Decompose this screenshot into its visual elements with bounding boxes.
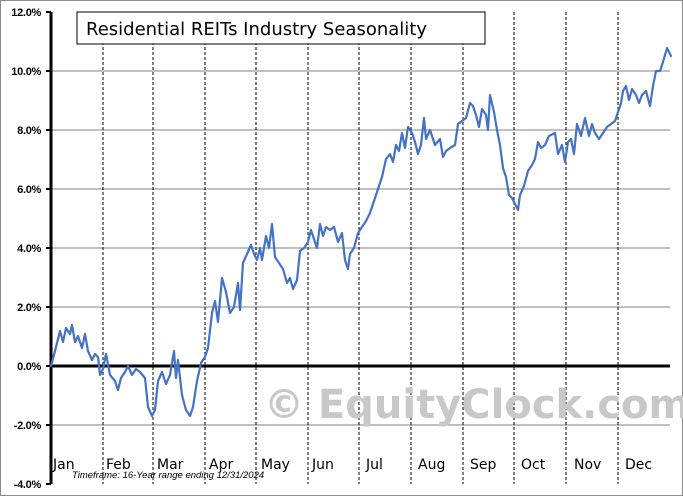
y-tick-label: 2.0% (17, 302, 41, 314)
timeframe-footnote: Timeframe: 16-Year range ending 12/31/20… (72, 470, 264, 481)
month-label: Jul (365, 457, 383, 473)
y-tick-label: -4.0% (14, 479, 42, 491)
month-label: Jun (311, 457, 334, 473)
chart-title-box: Residential REITs Industry Seasonality (76, 11, 486, 45)
y-axis: 12.0% 10.0% 8.0% 6.0% 4.0% 2.0% 0.0% -2.… (11, 7, 53, 491)
month-dividers (102, 12, 619, 484)
chart-title: Residential REITs Industry Seasonality (86, 19, 427, 40)
month-label: Mar (157, 457, 184, 473)
month-label: Apr (209, 457, 233, 473)
month-label: May (261, 457, 290, 473)
seasonality-line (49, 46, 673, 418)
watermark: © EquityClock.com (264, 382, 683, 428)
y-tick-label: 4.0% (17, 243, 41, 255)
month-label: Jan (52, 457, 75, 473)
y-tick-label: 10.0% (11, 66, 41, 78)
y-tick-label: 6.0% (17, 184, 41, 196)
y-tick-label: -2.0% (14, 420, 42, 432)
y-tick-label: 12.0% (11, 7, 41, 19)
month-label: Oct (521, 457, 546, 473)
x-axis-month-labels: Jan Feb Mar Apr May Jun Jul Aug Sep Oct … (52, 457, 652, 473)
month-label: Aug (418, 457, 445, 473)
month-label: Nov (574, 457, 601, 473)
month-label: Dec (625, 457, 652, 473)
y-tick-label: 0.0% (17, 361, 41, 373)
month-label: Sep (470, 457, 497, 473)
horizontal-gridlines (51, 70, 670, 426)
month-label: Feb (106, 457, 131, 473)
y-tick-label: 8.0% (17, 125, 41, 137)
